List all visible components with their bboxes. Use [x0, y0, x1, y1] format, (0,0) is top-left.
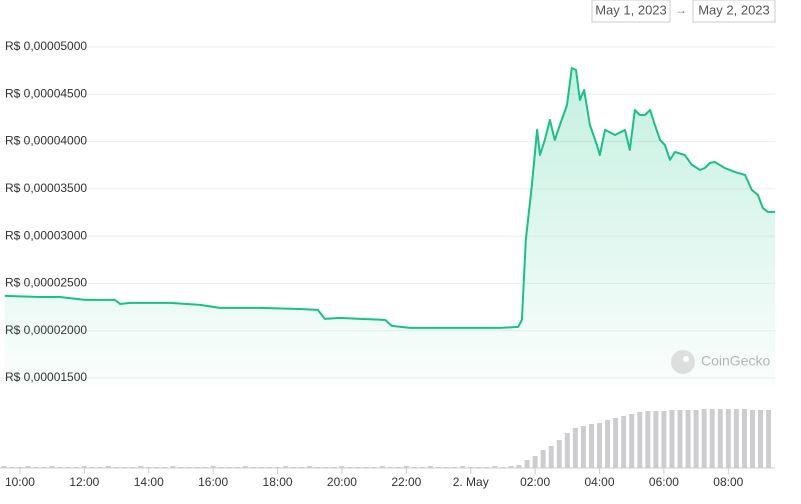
y-tick-label: R$ 0,00003500 [5, 181, 87, 195]
volume-bar [138, 466, 144, 468]
volume-bar [427, 466, 433, 468]
volume-bar [556, 440, 562, 468]
y-tick-label: R$ 0,00002500 [5, 276, 87, 290]
volume-bar [339, 466, 345, 468]
x-tick-label: 16:00 [198, 475, 228, 489]
volume-bar [693, 410, 699, 468]
x-axis-labels: 10:00 12:00 14:00 16:00 18:00 20:00 22:00 2. Ma… [5, 468, 744, 489]
x-tick-label: 12:00 [69, 475, 99, 489]
volume-bar [669, 410, 675, 468]
volume-bar [548, 446, 554, 468]
volume-bar [532, 456, 538, 468]
volume-bar [717, 409, 723, 468]
volume-bar [540, 450, 546, 468]
volume-bar [403, 466, 409, 468]
range-end-text: May 2, 2023 [698, 2, 770, 17]
volume-bar [460, 466, 466, 468]
volume-bar [677, 410, 683, 468]
volume-bar [572, 428, 578, 468]
volume-bar [629, 414, 635, 468]
watermark-text: CoinGecko [701, 353, 770, 369]
volume-bar [492, 466, 498, 468]
volume-bar [597, 423, 603, 468]
y-tick-label: R$ 0,00005000 [5, 39, 87, 53]
volume-bar [605, 420, 611, 468]
volume-bar [379, 466, 385, 468]
volume-bar [210, 466, 216, 468]
price-area [4, 68, 776, 385]
x-tick-label: 06:00 [649, 475, 679, 489]
x-tick-label: 02:00 [520, 475, 550, 489]
volume-bar [758, 410, 764, 468]
watermark: CoinGecko [671, 350, 770, 374]
x-tick-label: 20:00 [327, 475, 357, 489]
volume-bar [588, 424, 594, 468]
x-tick-label: 22:00 [391, 475, 421, 489]
volume-bar [701, 409, 707, 468]
volume-bar [307, 466, 313, 468]
volume-bar [1, 466, 7, 468]
volume-bar [170, 466, 176, 468]
volume-bar [621, 416, 627, 468]
x-tick-label: 04:00 [585, 475, 615, 489]
volume [1, 409, 772, 468]
volume-bar [564, 433, 570, 468]
range-separator: → [675, 3, 687, 17]
range-start-text: May 1, 2023 [595, 2, 667, 17]
volume-bar [242, 466, 248, 468]
y-tick-label: R$ 0,00004000 [5, 134, 87, 148]
volume-bar [661, 411, 667, 468]
range-start[interactable]: May 1, 2023 [591, 0, 671, 23]
volume-bar [25, 466, 31, 468]
volume-bar [508, 466, 514, 468]
plot [4, 67, 776, 385]
volume-bar [106, 466, 112, 468]
x-tick-label: 10:00 [5, 475, 35, 489]
volume-bar [81, 466, 87, 468]
volume-bar [637, 412, 643, 468]
volume-bar [613, 418, 619, 468]
volume-bar [283, 466, 289, 468]
y-tick-label: R$ 0,00003000 [5, 228, 87, 242]
volume-bar [766, 410, 772, 468]
volume-bar [733, 409, 739, 468]
range-end[interactable]: May 2, 2023 [692, 0, 776, 23]
y-tick-label: R$ 0,00004500 [5, 86, 87, 100]
volume-bar [685, 410, 691, 468]
volume-bar [725, 409, 731, 468]
volume-bar [49, 466, 55, 468]
volume-bar [524, 460, 530, 468]
volume-bar [709, 409, 715, 468]
volume-bar [580, 426, 586, 468]
volume-bar [741, 409, 747, 468]
x-tick-label: 18:00 [263, 475, 293, 489]
x-tick-label: 14:00 [134, 475, 164, 489]
x-tick-label: 2. May [453, 475, 489, 489]
volume-bar [749, 410, 755, 468]
volume-bar [516, 465, 522, 468]
volume-bar [645, 411, 651, 468]
volume-bar [653, 411, 659, 468]
x-tick-label: 08:00 [713, 475, 743, 489]
price-line [4, 67, 775, 329]
